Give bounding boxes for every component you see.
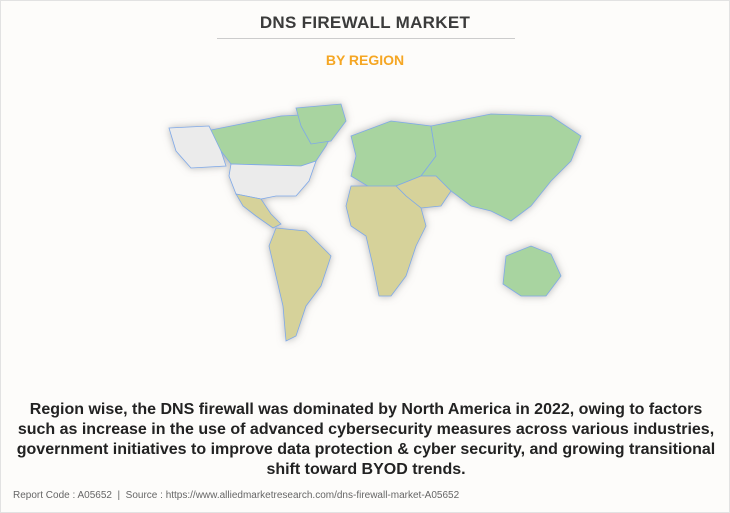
title-divider [217, 38, 515, 39]
region-south-america [268, 227, 332, 342]
region-usa [228, 160, 317, 200]
page-subtitle: BY REGION [325, 52, 405, 68]
world-map [168, 103, 582, 342]
footer-source: Report Code : A05652 | Source : https://… [13, 490, 460, 501]
region-greenland [295, 103, 347, 145]
region-australia [502, 245, 562, 297]
description-text: Region wise, the DNS firewall was domina… [16, 401, 716, 478]
page-title: DNS FIREWALL MARKET [259, 13, 471, 32]
region-africa [345, 185, 427, 297]
region-mexico-central-america [235, 193, 282, 229]
region-asia [420, 113, 582, 222]
region-alaska [168, 125, 227, 169]
